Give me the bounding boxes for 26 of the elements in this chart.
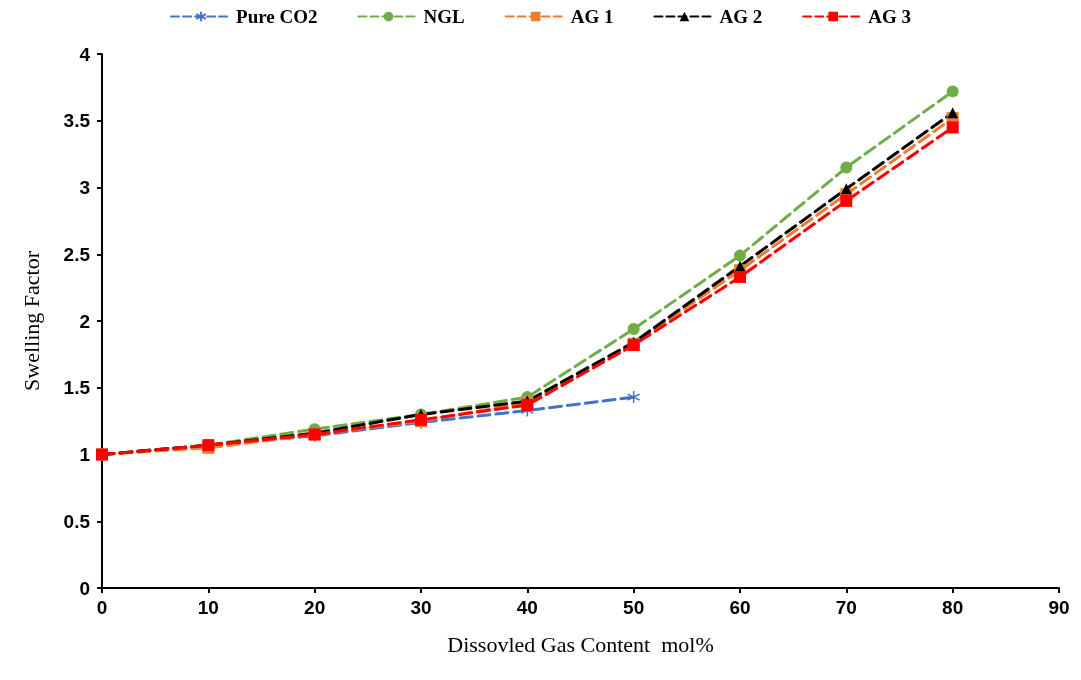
x-tick-label: 20 (304, 597, 326, 618)
x-tick-label: 0 (96, 597, 108, 618)
legend-label: AG 3 (868, 6, 911, 27)
y-tick-label: 0 (79, 577, 90, 599)
y-tick-label: 2.5 (63, 243, 91, 265)
x-tick-label: 70 (835, 597, 857, 618)
y-tick-label: 3.5 (63, 110, 91, 132)
x-tick-label: 80 (942, 597, 964, 618)
y-tick-label: 2 (79, 310, 90, 332)
legend-label: AG 1 (570, 6, 614, 27)
x-tick-label: 60 (729, 597, 751, 618)
y-axis-title: Swelling Factor (18, 250, 44, 391)
x-tick-label: 40 (516, 597, 538, 618)
y-tick-label: 4 (79, 43, 91, 65)
y-tick-label: 3 (79, 177, 90, 198)
y-tick-label: 1.5 (63, 377, 91, 399)
x-tick-label: 10 (197, 597, 219, 618)
legend-label: AG 2 (719, 6, 763, 27)
y-tick-label: 1 (79, 444, 91, 465)
x-tick-label: 90 (1048, 597, 1070, 618)
x-tick-label: 30 (410, 597, 432, 618)
legend-label: Pure CO2 (236, 6, 318, 27)
legend-label: NGL (423, 6, 465, 27)
x-tick-label: 50 (623, 597, 645, 618)
y-tick-label: 0.5 (63, 510, 91, 532)
x-axis-title: Dissovled Gas Content mol% (447, 631, 714, 657)
